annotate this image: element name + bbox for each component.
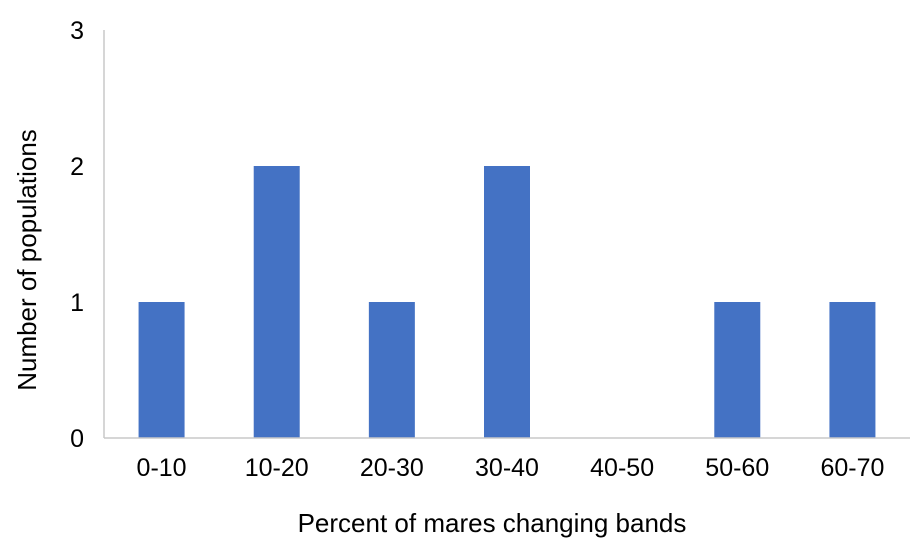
y-tick-label: 2: [70, 153, 84, 181]
x-tick-label: 30-40: [475, 454, 539, 482]
y-axis-tick-labels: 0 1 2 3: [70, 17, 84, 453]
bar: [138, 302, 185, 438]
y-tick-label: 3: [70, 17, 84, 45]
y-axis-title: Number of populations: [12, 129, 42, 391]
x-tick-label: 0-10: [137, 454, 187, 482]
bar: [829, 302, 876, 438]
x-axis-title: Percent of mares changing bands: [298, 508, 687, 538]
bar: [368, 302, 415, 438]
x-tick-label: 20-30: [360, 454, 424, 482]
x-tick-label: 60-70: [820, 454, 884, 482]
y-tick-label: 1: [70, 289, 84, 317]
bar: [253, 166, 300, 438]
x-tick-label: 50-60: [705, 454, 769, 482]
x-tick-label: 40-50: [590, 454, 654, 482]
x-tick-label: 10-20: [245, 454, 309, 482]
bar: [714, 302, 761, 438]
bar: [484, 166, 530, 438]
y-tick-label: 0: [70, 425, 84, 453]
bars: [138, 166, 876, 438]
x-axis-tick-labels: 0-10 10-20 20-30 30-40 40-50 50-60 60-70: [137, 454, 885, 482]
